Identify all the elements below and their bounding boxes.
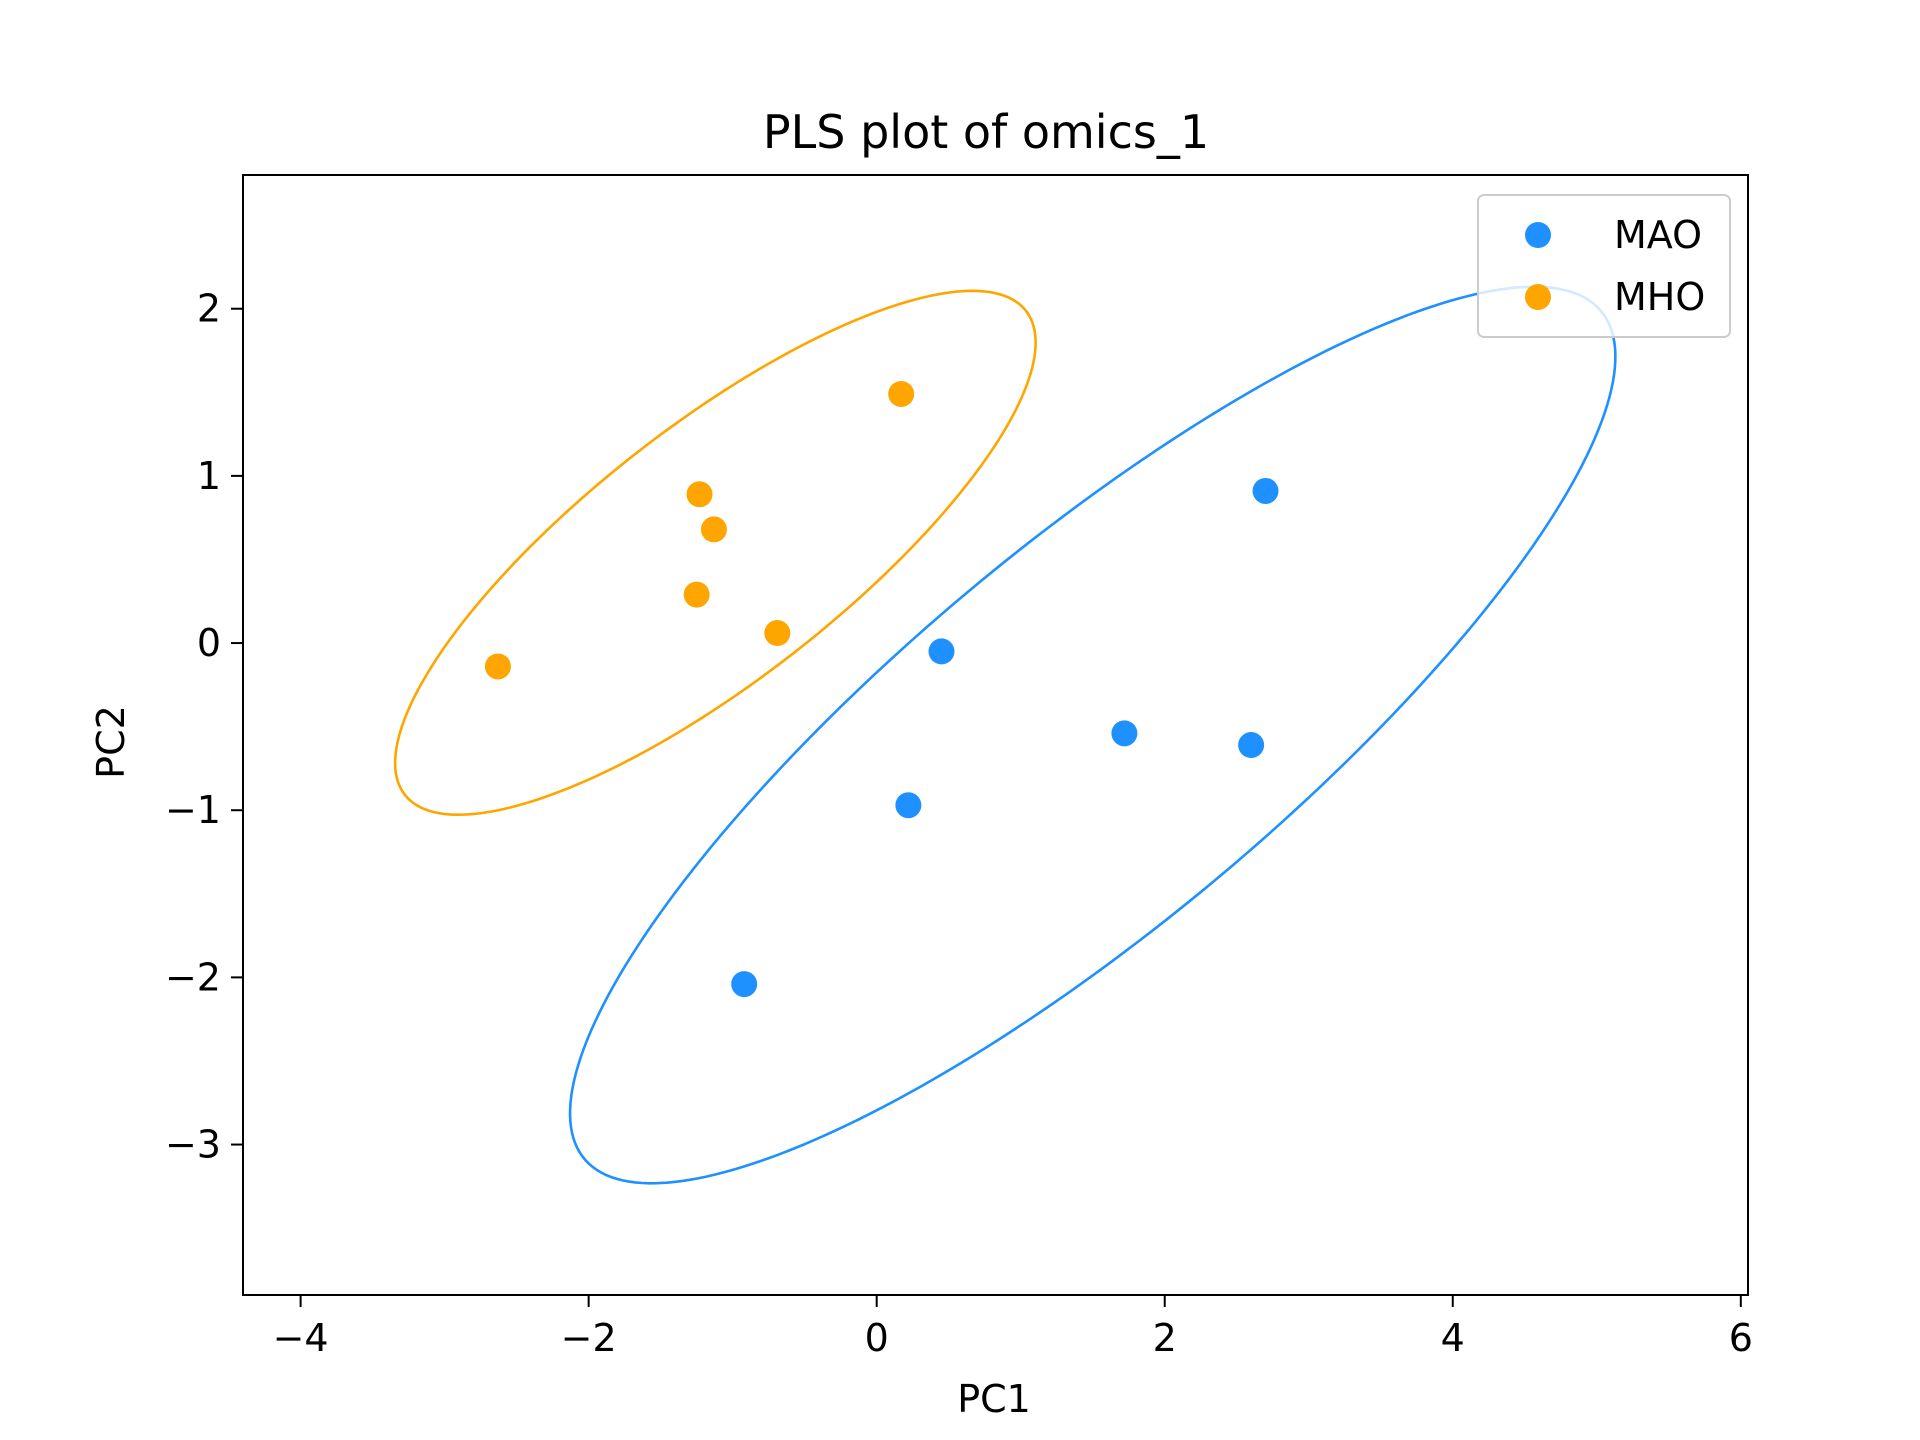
y-tick-label: −1 <box>165 788 221 832</box>
x-tick-label: −4 <box>273 1316 329 1360</box>
point-mao-5 <box>895 792 922 819</box>
x-tick-label: −2 <box>561 1316 617 1360</box>
x-tick-label: 2 <box>1153 1316 1177 1360</box>
confidence-ellipse-mao <box>568 285 1617 1185</box>
legend-marker-mao <box>1525 222 1551 248</box>
y-tick-label: −2 <box>165 955 221 999</box>
y-tick-label: −3 <box>165 1123 221 1167</box>
x-axis-label: PC1 <box>957 1377 1031 1421</box>
point-mao-6 <box>731 971 758 998</box>
legend-label-mao: MAO <box>1614 213 1702 257</box>
point-mao-2 <box>928 638 955 665</box>
legend: MAO MHO <box>1477 194 1731 338</box>
point-mho-5 <box>764 620 791 647</box>
y-tick-label: 1 <box>197 454 221 498</box>
x-tick-label: 4 <box>1441 1316 1465 1360</box>
point-mho-2 <box>686 481 713 508</box>
x-tick-label: 0 <box>865 1316 889 1360</box>
point-mao-4 <box>1238 732 1265 759</box>
x-axis: −4 −2 0 2 4 6 <box>273 1295 1753 1360</box>
axes-frame <box>242 174 1749 1296</box>
y-axis: −3 −2 −1 0 1 2 <box>165 287 243 1167</box>
point-mho-1 <box>888 380 915 407</box>
plot-area <box>393 285 1617 1185</box>
legend-marker-mho <box>1525 284 1551 310</box>
y-tick-label: 2 <box>197 287 221 331</box>
y-tick-label: 0 <box>197 621 221 665</box>
legend-label-mho: MHO <box>1614 275 1705 319</box>
point-mho-3 <box>700 516 727 543</box>
y-axis-label: PC2 <box>89 705 133 779</box>
point-mho-6 <box>484 653 511 680</box>
confidence-ellipse-mho <box>393 289 1037 817</box>
point-mao-1 <box>1252 477 1279 504</box>
chart-title: PLS plot of omics_1 <box>763 105 1209 159</box>
point-mao-3 <box>1111 720 1138 747</box>
x-tick-label: 6 <box>1729 1316 1753 1360</box>
point-mho-4 <box>683 581 710 608</box>
